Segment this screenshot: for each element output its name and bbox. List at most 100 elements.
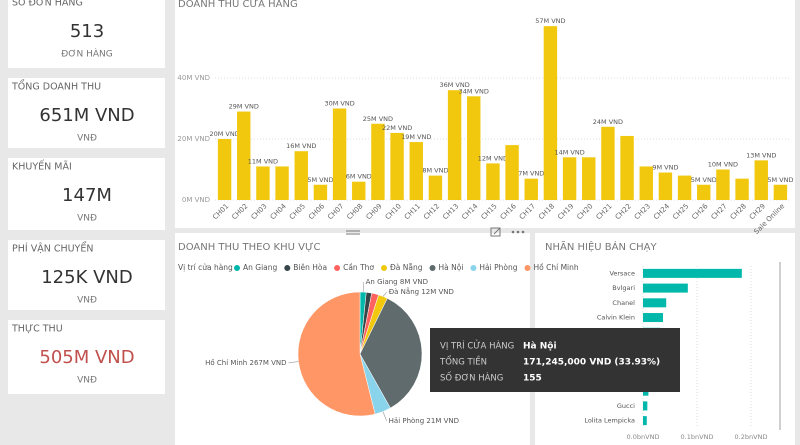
bar — [217, 139, 232, 200]
panel-toolbar — [346, 227, 525, 237]
data-label: 25M VND — [363, 115, 393, 123]
data-label-category: Hồ Chí Minh — [205, 359, 247, 367]
tooltip-value: 171,245,000 VND (33.93%) — [523, 358, 660, 368]
bar — [658, 172, 673, 200]
bar — [582, 157, 596, 200]
data-label: 11M VND — [248, 157, 278, 165]
leader-line — [288, 361, 299, 364]
legend-marker — [470, 265, 477, 271]
pie-slice — [297, 291, 376, 417]
bar — [467, 96, 481, 200]
tooltip-label: TỔNG TIỀN — [439, 355, 487, 368]
y-tick-label: Chanel — [612, 299, 635, 307]
bar — [601, 126, 615, 200]
y-tick-label: Lolita Lempicka — [584, 417, 635, 425]
tooltip-value: Hà Nội — [523, 342, 557, 352]
bar — [390, 132, 404, 200]
legend-marker — [381, 265, 387, 271]
chart-title: DOANH THU CỬA HÀNG — [178, 0, 298, 10]
bar — [275, 166, 289, 200]
x-tick-label: 0.0bnVND — [627, 433, 660, 441]
data-label: 14M VND — [554, 148, 584, 156]
legend-label: Biên Hòa — [293, 263, 327, 272]
data-label-value: 8M VND — [400, 278, 428, 286]
card-unit: ĐƠN HÀNG — [61, 48, 112, 60]
bar — [643, 313, 663, 323]
card-unit: VNĐ — [77, 134, 97, 144]
bar — [332, 108, 347, 200]
bar — [735, 178, 749, 200]
data-label: 22M VND — [382, 124, 412, 132]
bar — [371, 123, 385, 200]
data-label: Hồ Chí Minh 267M VND — [205, 359, 286, 367]
data-label: 29M VND — [229, 103, 259, 111]
data-label: 34M VND — [459, 87, 489, 95]
card — [8, 158, 165, 230]
legend-label: Cần Thơ — [343, 263, 374, 272]
bar — [773, 184, 788, 200]
tooltip-value: 155 — [523, 374, 542, 384]
data-label: 30M VND — [324, 100, 354, 108]
leader-line — [382, 411, 387, 422]
legend-marker — [429, 265, 436, 271]
card-title: THỰC THU — [11, 324, 63, 335]
leader-line — [382, 291, 387, 297]
legend-label: Đà Nẵng — [390, 263, 423, 272]
legend-marker — [334, 265, 341, 271]
tooltip-label: VỊ TRÍ CỬA HÀNG — [440, 340, 514, 352]
bar — [352, 181, 366, 200]
bar — [639, 166, 653, 200]
x-tick-label: 0.1bnVND — [681, 433, 714, 441]
legend-marker — [234, 265, 240, 271]
bar — [409, 142, 423, 200]
bar — [237, 111, 251, 200]
bar — [294, 151, 308, 200]
data-label-value: 21M VND — [426, 417, 459, 425]
bar — [716, 169, 730, 200]
data-label-value: 12M VND — [421, 288, 454, 296]
data-label: 5M VND — [691, 176, 717, 184]
card-title: PHÍ VẬN CHUYỂN — [12, 242, 93, 255]
scrollbar — [779, 262, 781, 430]
tooltip-label: SỐ ĐƠN HÀNG — [440, 371, 503, 384]
bar — [313, 184, 328, 200]
data-label: 5M VND — [307, 176, 333, 184]
data-label: 7M VND — [518, 170, 544, 178]
data-label: Đà Nẵng 12M VND — [389, 287, 454, 296]
card — [8, 78, 165, 148]
data-label-category: Đà Nẵng — [389, 287, 419, 296]
data-label: 24M VND — [593, 118, 623, 126]
bar — [543, 26, 558, 201]
bar — [697, 184, 711, 200]
y-tick-label: Bvlgari — [612, 284, 635, 292]
data-label: An Giang 8M VND — [366, 278, 428, 286]
leader-line — [362, 282, 364, 293]
x-tick-label: 0.2bnVND — [735, 433, 768, 441]
bar — [643, 401, 648, 411]
card-value: 505M VND — [39, 347, 134, 368]
card-value: 513 — [70, 21, 104, 42]
card-value: 147M — [62, 185, 112, 206]
data-label: 20M VND — [209, 130, 239, 138]
bar — [643, 298, 667, 308]
legend-marker — [524, 265, 531, 271]
data-label: 10M VND — [708, 161, 738, 169]
data-label: 36M VND — [439, 81, 469, 89]
data-label: Hải Phòng 21M VND — [389, 417, 459, 425]
data-label: 12M VND — [478, 154, 508, 162]
legend-marker — [284, 265, 291, 271]
legend-title: Vị trí cửa hàng — [178, 263, 233, 272]
data-label: 8M VND — [422, 167, 448, 175]
card-unit: VNĐ — [77, 214, 97, 224]
tooltip — [430, 328, 680, 392]
data-label: 16M VND — [286, 142, 316, 150]
data-label-value: 267M VND — [249, 359, 286, 367]
card-value: 125K VND — [41, 267, 133, 288]
card — [8, 0, 165, 68]
card-title: TỔNG DOANH THU — [11, 80, 101, 93]
data-label-category: An Giang — [366, 278, 398, 286]
data-label: 9M VND — [652, 164, 678, 172]
bar — [447, 90, 462, 200]
legend-label: Hải Phòng — [479, 263, 517, 272]
